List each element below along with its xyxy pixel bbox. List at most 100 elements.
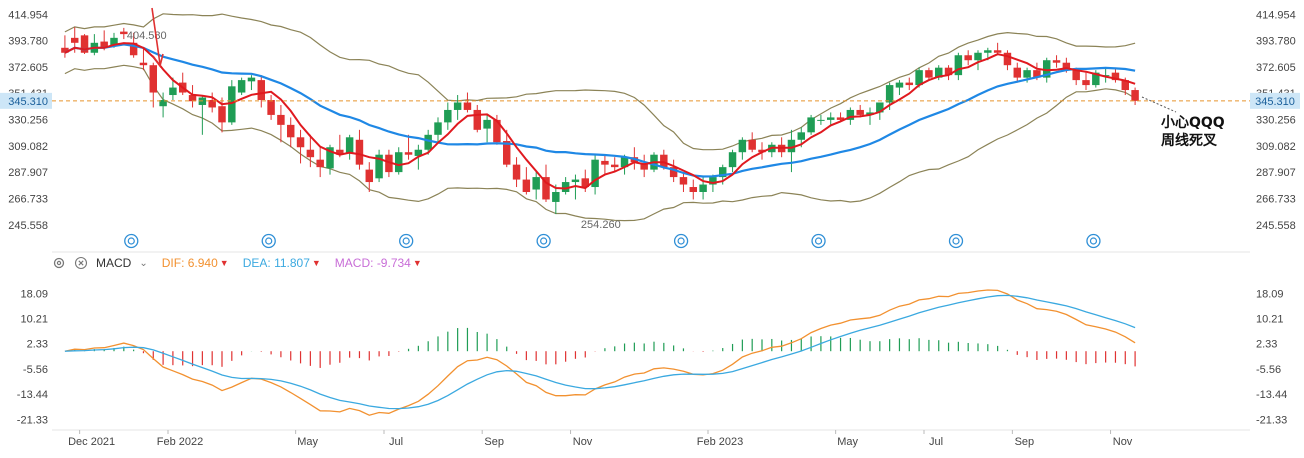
current-price-label-right: 345.310	[1255, 96, 1295, 108]
candle-body	[80, 35, 89, 53]
dif-readout[interactable]: DIF: 6.940 ▼	[162, 256, 229, 270]
macd-y-tick-left: 18.09	[20, 288, 48, 300]
bollinger-upper	[64, 13, 1136, 151]
candle-body	[1013, 67, 1022, 78]
candle-body	[807, 117, 815, 133]
earnings-marker-icon-inner	[540, 237, 548, 245]
high-price-label: 404.580	[127, 30, 167, 42]
candle-body	[552, 192, 560, 202]
bollinger-lower	[64, 64, 1136, 222]
y-tick-label-left: 309.082	[8, 141, 48, 153]
candle-body	[709, 177, 717, 185]
candle-body	[139, 62, 148, 66]
candle-body	[817, 119, 825, 121]
candle-body	[237, 80, 246, 93]
candle-body	[758, 149, 766, 153]
macd-y-tick-right: -5.56	[1256, 364, 1281, 376]
x-tick-label: Sep	[1015, 436, 1035, 448]
y-tick-label-right: 287.907	[1256, 167, 1296, 179]
candle-body	[453, 102, 462, 110]
candle-body	[159, 100, 167, 107]
candle-body	[365, 169, 374, 183]
candle-body	[1082, 80, 1090, 86]
macd-params-label: MACD	[96, 256, 132, 270]
candle-body	[964, 55, 972, 61]
earnings-marker-icon-inner	[127, 237, 135, 245]
earnings-marker-icon	[399, 233, 414, 249]
ma-long-line	[64, 43, 1136, 178]
dea-readout[interactable]: DEA: 11.807 ▼	[243, 256, 321, 270]
y-tick-label-right: 266.733	[1256, 194, 1296, 206]
x-tick-label: Nov	[1113, 436, 1133, 448]
x-tick-label: Feb 2022	[157, 436, 203, 448]
y-tick-label-right: 372.605	[1256, 62, 1296, 74]
candle-body	[826, 117, 835, 120]
close-icon[interactable]	[74, 256, 88, 270]
x-tick-label: May	[837, 436, 858, 448]
y-tick-label-left: 372.605	[8, 62, 48, 74]
y-tick-label-left: 393.780	[8, 36, 48, 48]
candle-body	[188, 95, 197, 102]
candle-body	[954, 55, 963, 76]
dropdown-icon[interactable]: ▼	[412, 258, 422, 268]
arrow-annotation-head	[152, 53, 164, 68]
arrow-annotation	[151, 7, 161, 65]
candle-body	[1062, 62, 1071, 71]
earnings-marker-icon	[536, 233, 551, 249]
earnings-marker-icon-inner	[1089, 237, 1098, 245]
candle-body	[70, 37, 79, 43]
y-tick-label-right: 245.558	[1256, 220, 1296, 232]
chevron-down-icon[interactable]: ⌄	[139, 257, 148, 269]
candle-body	[532, 177, 540, 190]
low-price-label: 254.260	[581, 219, 621, 231]
gear-icon[interactable]	[52, 256, 66, 270]
candle-body	[1033, 70, 1041, 78]
candle-body	[296, 137, 305, 148]
candle-body	[414, 149, 423, 156]
macd-indicator-header: MACD ⌄ DIF: 6.940 ▼ DEA: 11.807 ▼ MACD: …	[52, 254, 436, 272]
candle-body	[571, 179, 580, 183]
candle-body	[836, 117, 845, 120]
candle-body	[934, 67, 943, 78]
macd-dea-line	[64, 294, 1136, 410]
candle-body	[326, 147, 334, 169]
earnings-marker-icon	[124, 233, 139, 249]
candle-body	[669, 167, 678, 178]
candle-body	[149, 65, 158, 93]
candle-body	[267, 100, 275, 115]
macd-y-tick-right: 2.33	[1256, 339, 1277, 351]
candle-body	[129, 42, 138, 56]
macd-name[interactable]: MACD ⌄	[96, 256, 148, 270]
candle-body	[502, 141, 511, 165]
y-tick-label-left: 414.954	[8, 9, 48, 21]
candle-body	[228, 86, 236, 123]
candle-body	[394, 152, 403, 173]
candle-body	[866, 112, 874, 115]
dropdown-icon[interactable]: ▼	[311, 258, 321, 268]
macd-dif-line	[64, 289, 1136, 416]
candle-body	[1111, 72, 1120, 81]
x-tick-label: Nov	[573, 436, 593, 448]
earnings-marker-icon-inner	[814, 237, 823, 245]
candle-body	[718, 167, 727, 178]
price-badge-left	[0, 92, 52, 109]
candle-body	[610, 164, 619, 168]
candle-body	[473, 109, 482, 130]
y-tick-label-right: 309.082	[1256, 141, 1296, 153]
y-tick-label-right: 414.954	[1256, 9, 1296, 21]
macd-readout[interactable]: MACD: -9.734 ▼	[335, 256, 422, 270]
candle-body	[512, 164, 521, 180]
candle-body	[895, 82, 904, 88]
y-tick-label-left: 266.733	[8, 194, 48, 206]
candle-body	[1003, 52, 1012, 66]
x-tick-label: Feb 2023	[697, 436, 743, 448]
dropdown-icon[interactable]: ▼	[219, 258, 229, 268]
candle-body	[483, 119, 491, 129]
candle-body	[699, 184, 707, 192]
candle-body	[601, 160, 609, 165]
candle-body	[876, 102, 884, 113]
macd-y-tick-right: -13.44	[1256, 389, 1287, 401]
candle-body	[846, 109, 855, 120]
candle-body	[679, 177, 688, 185]
